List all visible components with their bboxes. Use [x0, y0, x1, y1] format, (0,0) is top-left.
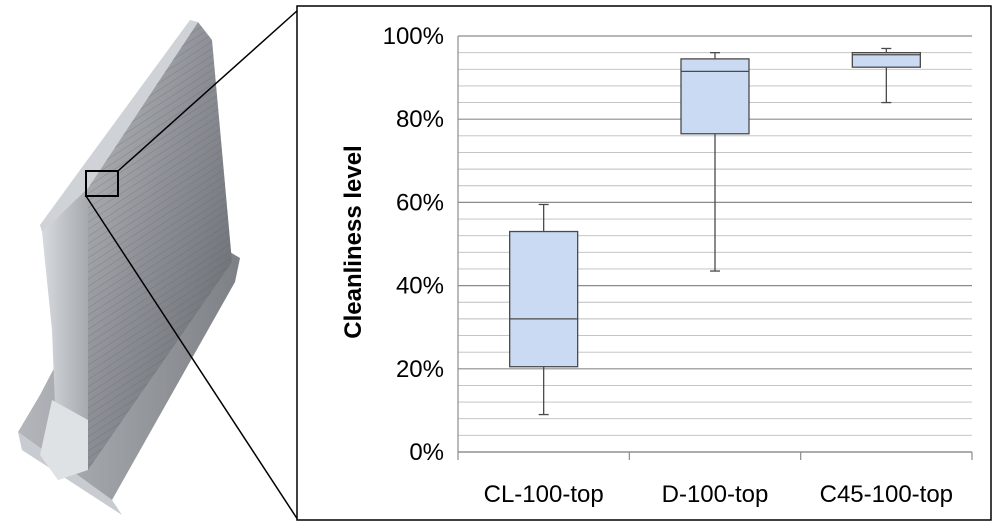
x-category-label: D-100-top: [662, 481, 769, 508]
y-tick-label: 80%: [396, 106, 444, 133]
zoom-line-top: [117, 9, 299, 172]
box-plot: [509, 203, 579, 416]
y-tick-label: 40%: [396, 273, 444, 300]
box-iqr: [851, 51, 921, 68]
box-plots: [509, 47, 921, 416]
web-edge: [40, 20, 198, 232]
axes: [457, 36, 973, 460]
x-tick-labels: CL-100-top D-100-top C45-100-top: [484, 481, 953, 508]
web-texture: [88, 22, 232, 470]
y-axis-title: Cleanliness level: [340, 145, 367, 338]
inspection-square: [85, 170, 119, 197]
zoom-line-bottom: [85, 195, 299, 521]
web-root: [40, 400, 88, 480]
box-iqr: [509, 230, 579, 368]
y-tick-labels: 0% 20% 40% 60% 80% 100%: [383, 23, 444, 466]
web-side: [42, 188, 88, 480]
box-plot: [851, 47, 921, 104]
specimen-photo: [18, 9, 299, 521]
x-category-label: C45-100-top: [820, 481, 953, 508]
box-plot: [680, 51, 750, 272]
y-tick-label: 0%: [409, 439, 444, 466]
box-iqr: [680, 58, 750, 135]
y-tick-label: 100%: [383, 23, 444, 50]
y-tick-label: 60%: [396, 189, 444, 216]
y-tick-label: 20%: [396, 356, 444, 383]
chart-frame: [296, 5, 992, 521]
x-category-label: CL-100-top: [484, 481, 604, 508]
